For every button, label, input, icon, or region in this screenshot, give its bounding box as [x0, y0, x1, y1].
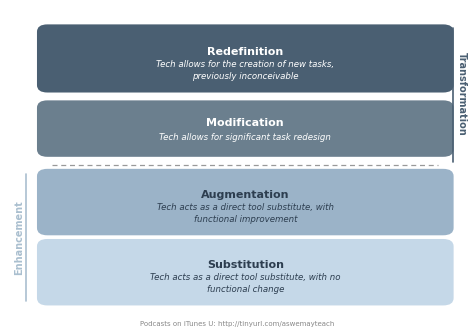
Text: Tech acts as a direct tool substitute, with no
functional change: Tech acts as a direct tool substitute, w… [150, 273, 340, 294]
Text: Podcasts on iTunes U: http://tinyurl.com/aswemayteach: Podcasts on iTunes U: http://tinyurl.com… [140, 321, 334, 327]
Text: Tech allows for significant task redesign: Tech allows for significant task redesig… [159, 133, 331, 142]
Text: Substitution: Substitution [207, 261, 284, 271]
Text: Modification: Modification [207, 118, 284, 128]
Text: Tech allows for the creation of new tasks,
previously inconceivable: Tech allows for the creation of new task… [156, 60, 334, 80]
FancyBboxPatch shape [37, 169, 454, 235]
FancyBboxPatch shape [37, 239, 454, 305]
Text: Tech acts as a direct tool substitute, with
functional improvement: Tech acts as a direct tool substitute, w… [157, 203, 334, 224]
FancyBboxPatch shape [37, 100, 454, 157]
Text: Transformation: Transformation [457, 52, 467, 135]
Text: Redefinition: Redefinition [207, 46, 283, 56]
Text: Enhancement: Enhancement [14, 200, 24, 275]
FancyBboxPatch shape [37, 24, 454, 93]
Text: Augmentation: Augmentation [201, 190, 290, 200]
